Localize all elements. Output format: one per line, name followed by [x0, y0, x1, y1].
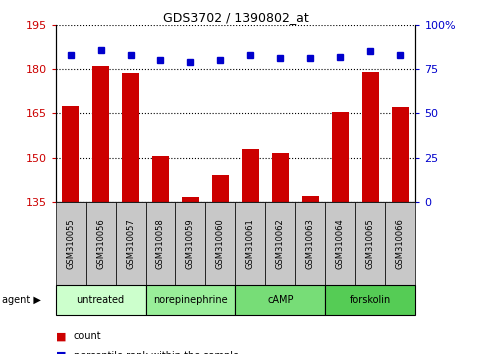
Bar — [175, 202, 205, 285]
Text: norepinephrine: norepinephrine — [153, 295, 228, 305]
Bar — [392, 107, 409, 202]
Bar — [266, 202, 296, 285]
Text: count: count — [74, 331, 101, 341]
Text: GSM310062: GSM310062 — [276, 218, 285, 269]
Text: GSM310055: GSM310055 — [66, 218, 75, 269]
Bar — [85, 202, 115, 285]
Text: ■: ■ — [56, 331, 66, 341]
Bar — [385, 202, 415, 285]
Text: GSM310065: GSM310065 — [366, 218, 375, 269]
Bar — [182, 198, 199, 202]
Bar — [56, 202, 85, 285]
Text: GSM310059: GSM310059 — [186, 218, 195, 269]
Text: forskolin: forskolin — [350, 295, 391, 305]
Bar — [296, 202, 326, 285]
Bar — [145, 285, 236, 315]
Bar — [326, 202, 355, 285]
Bar — [236, 285, 326, 315]
Bar — [212, 175, 229, 202]
Text: GSM310064: GSM310064 — [336, 218, 345, 269]
Text: cAMP: cAMP — [267, 295, 294, 305]
Title: GDS3702 / 1390802_at: GDS3702 / 1390802_at — [163, 11, 308, 24]
Bar — [205, 202, 236, 285]
Bar — [236, 202, 266, 285]
Bar — [362, 72, 379, 202]
Bar — [145, 202, 175, 285]
Text: GSM310061: GSM310061 — [246, 218, 255, 269]
Text: GSM310066: GSM310066 — [396, 218, 405, 269]
Bar — [115, 202, 145, 285]
Text: GSM310057: GSM310057 — [126, 218, 135, 269]
Text: GSM310058: GSM310058 — [156, 218, 165, 269]
Bar — [122, 74, 139, 202]
Bar — [152, 156, 169, 202]
Text: GSM310063: GSM310063 — [306, 218, 315, 269]
Bar — [355, 202, 385, 285]
Bar — [326, 285, 415, 315]
Bar — [332, 112, 349, 202]
Bar — [242, 149, 259, 202]
Text: untreated: untreated — [76, 295, 125, 305]
Bar — [272, 153, 289, 202]
Bar — [62, 106, 79, 202]
Text: GSM310060: GSM310060 — [216, 218, 225, 269]
Text: ■: ■ — [56, 351, 66, 354]
Text: percentile rank within the sample: percentile rank within the sample — [74, 351, 239, 354]
Bar — [56, 285, 145, 315]
Bar — [92, 66, 109, 202]
Text: GSM310056: GSM310056 — [96, 218, 105, 269]
Text: agent ▶: agent ▶ — [2, 295, 41, 305]
Bar — [302, 196, 319, 202]
